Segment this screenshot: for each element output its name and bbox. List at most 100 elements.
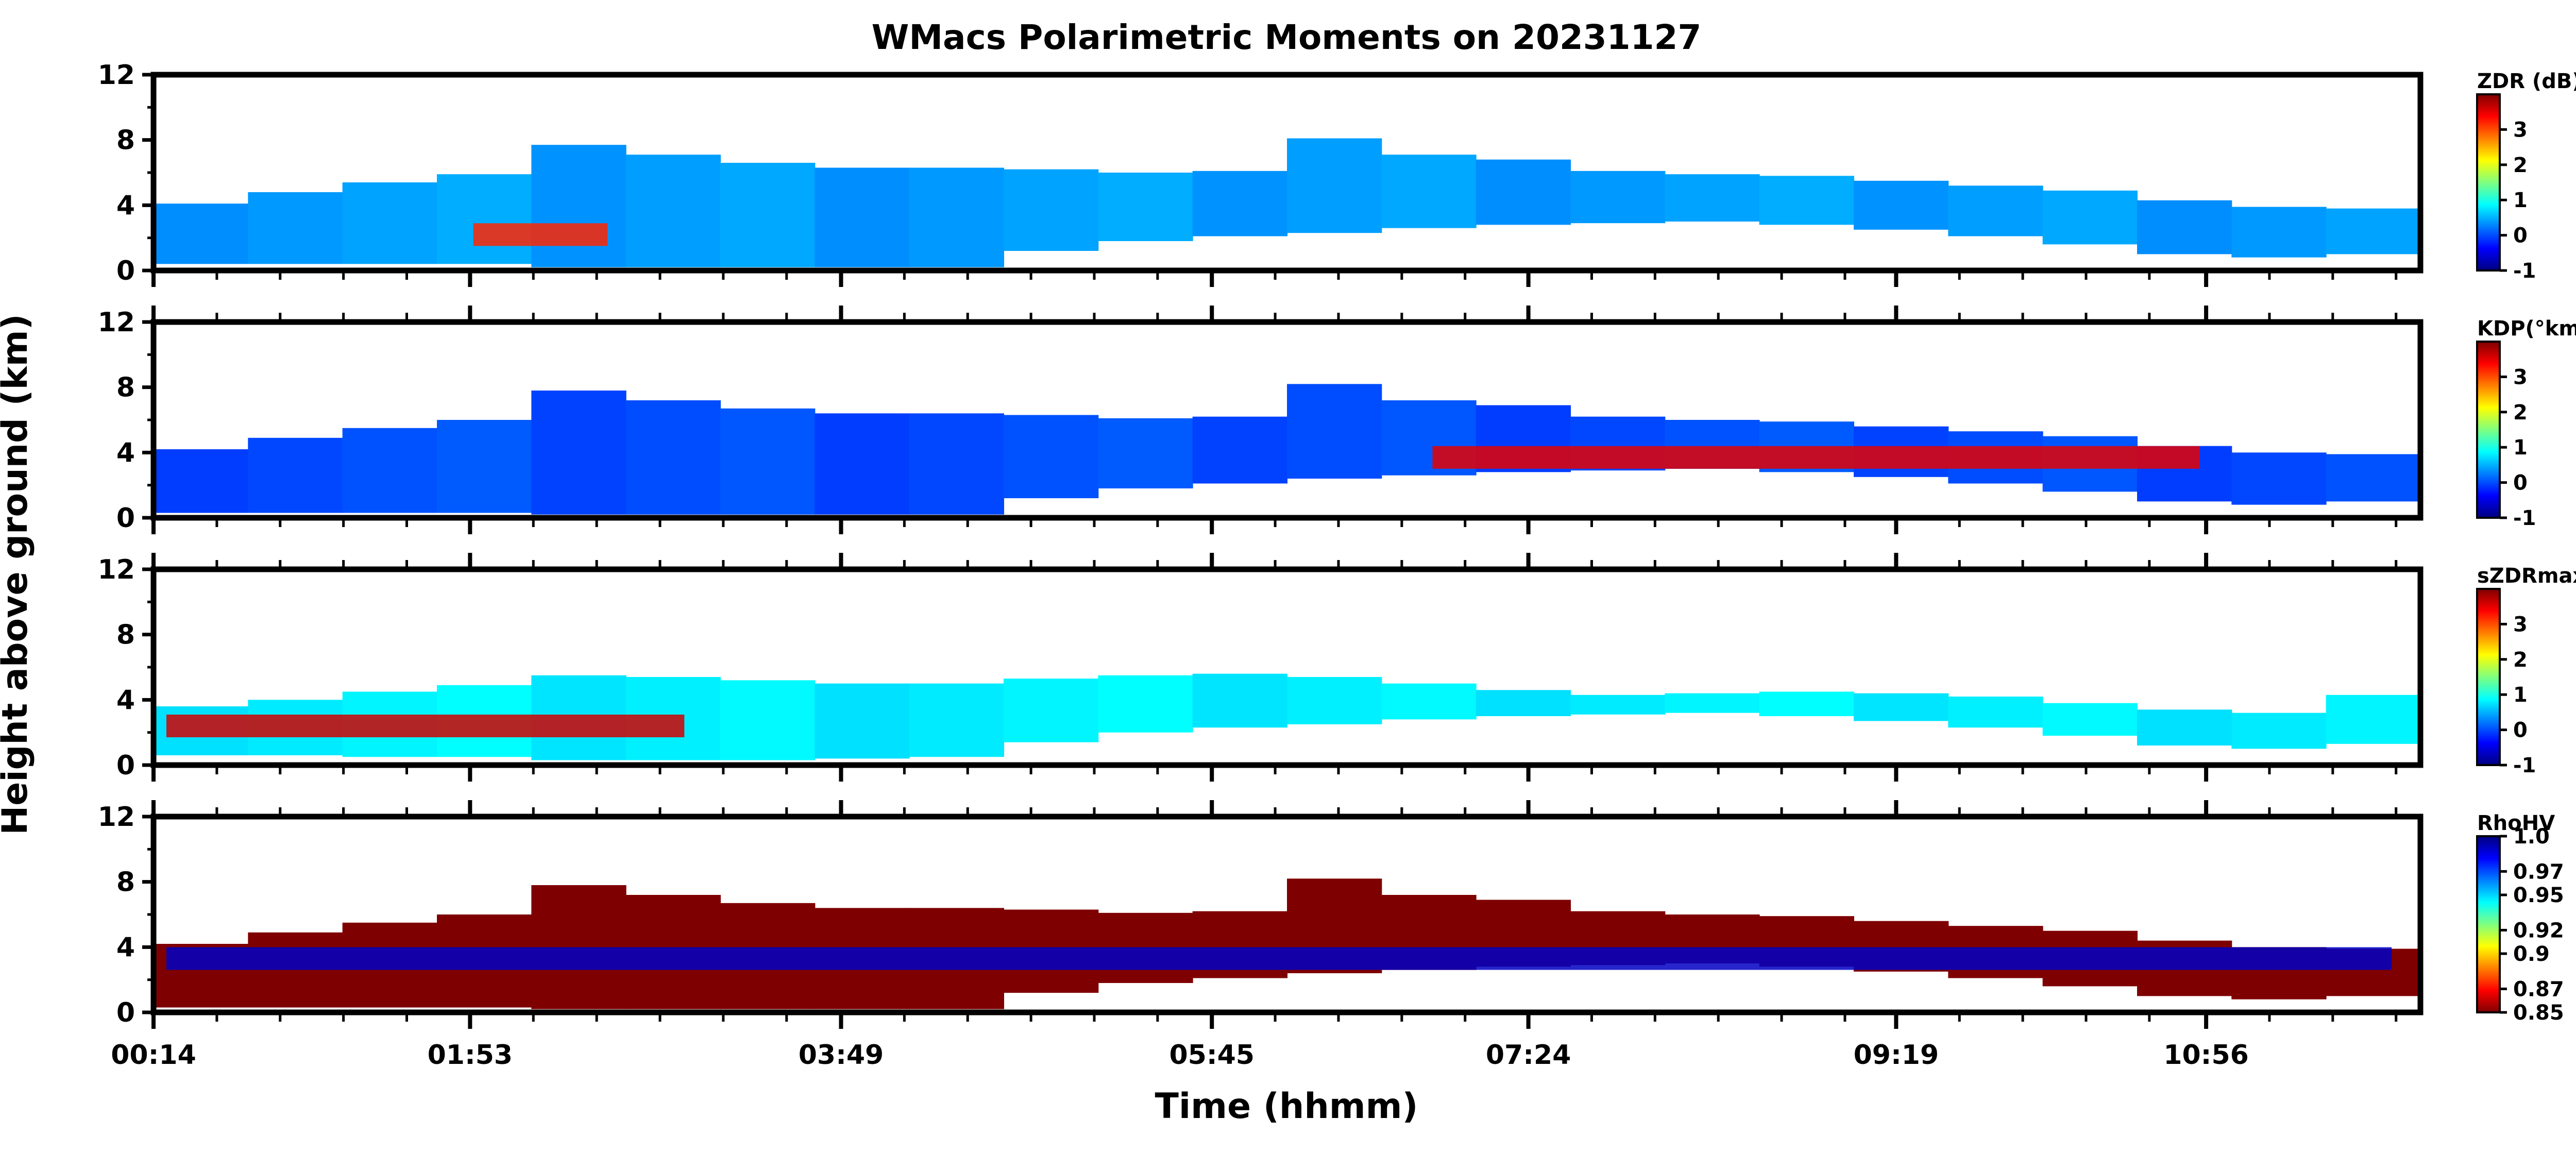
colorbar-tick-label: 1.0 bbox=[2513, 825, 2550, 849]
colorbar-tick-label: 2 bbox=[2513, 648, 2528, 672]
colorbar-tick-label: 3 bbox=[2513, 613, 2528, 636]
echo-column bbox=[1759, 176, 1854, 225]
echo-column bbox=[248, 437, 343, 513]
colorbar bbox=[2476, 93, 2501, 272]
colorbar-tick-label: 0.92 bbox=[2513, 919, 2564, 942]
echo-column bbox=[1381, 683, 1477, 720]
echo-column bbox=[154, 204, 249, 264]
colorbar-tick-label: 0.9 bbox=[2513, 942, 2550, 966]
echo-column bbox=[815, 413, 910, 515]
echo-column bbox=[1381, 155, 1477, 228]
colorbar bbox=[2476, 341, 2501, 519]
colorbar-label: ZDR (dB) bbox=[2477, 70, 2576, 93]
y-tick-label: 0 bbox=[116, 503, 135, 534]
colorbar-tick-label: 1 bbox=[2513, 683, 2528, 707]
echo-column bbox=[1004, 169, 1099, 251]
y-tick-label: 12 bbox=[98, 60, 135, 91]
y-tick-label: 8 bbox=[116, 372, 135, 403]
echo-column bbox=[531, 885, 626, 1009]
colorbar-label: RhoHV bbox=[2477, 811, 2555, 835]
enhanced-layer bbox=[1432, 446, 2200, 469]
echo-column bbox=[815, 683, 910, 759]
echo-column bbox=[2042, 703, 2138, 736]
y-tick-label: 12 bbox=[98, 307, 135, 338]
echo-column bbox=[1004, 679, 1099, 742]
echo-column bbox=[1287, 677, 1382, 724]
echo-column bbox=[1287, 384, 1382, 479]
echo-column bbox=[1192, 416, 1287, 484]
echo-column bbox=[437, 420, 532, 513]
echo-column bbox=[2137, 709, 2232, 746]
echo-column bbox=[2042, 190, 2138, 245]
echo-column bbox=[1287, 138, 1382, 233]
y-axis-label: Height above ground (km) bbox=[0, 314, 36, 835]
enhanced-layer bbox=[166, 715, 685, 737]
colorbar-tick-label: 0 bbox=[2513, 719, 2528, 742]
echo-column bbox=[815, 167, 910, 267]
echo-column bbox=[909, 413, 1004, 515]
colorbar-tick-label: 0.85 bbox=[2513, 1001, 2564, 1025]
echo-column bbox=[625, 400, 721, 515]
echo-column bbox=[2137, 200, 2232, 255]
y-tick-label: 0 bbox=[116, 256, 135, 286]
colorbar bbox=[2476, 588, 2501, 766]
colorbar-tick-label: 0 bbox=[2513, 471, 2528, 495]
echo-column bbox=[2231, 207, 2327, 258]
echo-column bbox=[1476, 690, 1571, 716]
x-tick-label: 01:53 bbox=[428, 1040, 513, 1071]
colorbar-tick-label: 1 bbox=[2513, 189, 2528, 212]
echo-column bbox=[909, 683, 1004, 757]
x-tick-label: 00:14 bbox=[111, 1040, 196, 1071]
echo-column bbox=[1098, 173, 1193, 241]
echo-column bbox=[625, 155, 721, 267]
echo-column bbox=[1004, 415, 1099, 498]
echo-column bbox=[1570, 171, 1666, 224]
colorbar-tick-label: -1 bbox=[2513, 506, 2536, 530]
y-tick-label: 4 bbox=[116, 932, 135, 963]
echo-column bbox=[720, 408, 816, 515]
echo-column bbox=[2326, 454, 2420, 502]
echo-column bbox=[248, 192, 343, 264]
echo-column bbox=[2231, 452, 2327, 505]
y-tick-label: 12 bbox=[98, 554, 135, 585]
colorbar-tick-label: 0.87 bbox=[2513, 977, 2564, 1001]
colorbar-label: KDP(°km⁻¹) bbox=[2477, 317, 2576, 341]
x-tick-label: 10:56 bbox=[2163, 1040, 2249, 1071]
y-tick-label: 4 bbox=[116, 437, 135, 468]
echo-column bbox=[2326, 208, 2420, 255]
colorbar-tick-label: 2 bbox=[2513, 401, 2528, 425]
echo-column bbox=[1948, 697, 2043, 728]
x-tick-label: 03:49 bbox=[799, 1040, 884, 1071]
colorbar-tick-label: 3 bbox=[2513, 118, 2528, 142]
echo-column bbox=[909, 167, 1004, 267]
colorbar-tick-label: 3 bbox=[2513, 365, 2528, 389]
echo-column bbox=[437, 174, 532, 264]
echo-column bbox=[1098, 418, 1193, 488]
echo-column bbox=[248, 932, 343, 1008]
echo-column bbox=[342, 428, 437, 513]
x-tick-label: 07:24 bbox=[1486, 1040, 1571, 1071]
echo-column bbox=[1570, 694, 1666, 715]
echo-column bbox=[720, 163, 816, 267]
y-tick-label: 12 bbox=[98, 802, 135, 833]
y-tick-label: 4 bbox=[116, 685, 135, 716]
colorbar-tick-label: 2 bbox=[2513, 154, 2528, 177]
echo-column bbox=[2231, 713, 2327, 749]
y-tick-label: 0 bbox=[116, 750, 135, 781]
colorbar-tick-label: -1 bbox=[2513, 754, 2536, 777]
echo-column bbox=[1759, 691, 1854, 716]
echo-column bbox=[1854, 180, 1949, 230]
echo-column bbox=[720, 680, 816, 760]
colorbar-tick-label: 0.95 bbox=[2513, 884, 2564, 907]
colorbar-tick-label: -1 bbox=[2513, 259, 2536, 283]
echo-column bbox=[154, 449, 249, 513]
enhanced-layer bbox=[166, 947, 2392, 970]
colorbar-tick-label: 0.97 bbox=[2513, 860, 2564, 884]
echo-column bbox=[1854, 693, 1949, 721]
echo-column bbox=[1192, 171, 1287, 236]
